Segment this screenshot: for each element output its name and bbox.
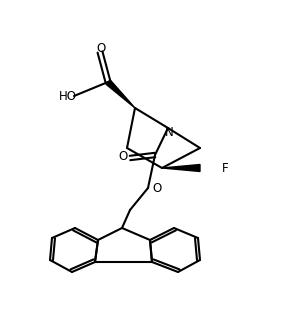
- Polygon shape: [162, 164, 200, 172]
- Text: HO: HO: [59, 90, 77, 104]
- Text: O: O: [152, 182, 162, 195]
- Text: N: N: [165, 126, 173, 140]
- Text: F: F: [222, 161, 228, 175]
- Text: O: O: [96, 42, 106, 54]
- Text: O: O: [118, 150, 128, 163]
- Polygon shape: [106, 80, 135, 108]
